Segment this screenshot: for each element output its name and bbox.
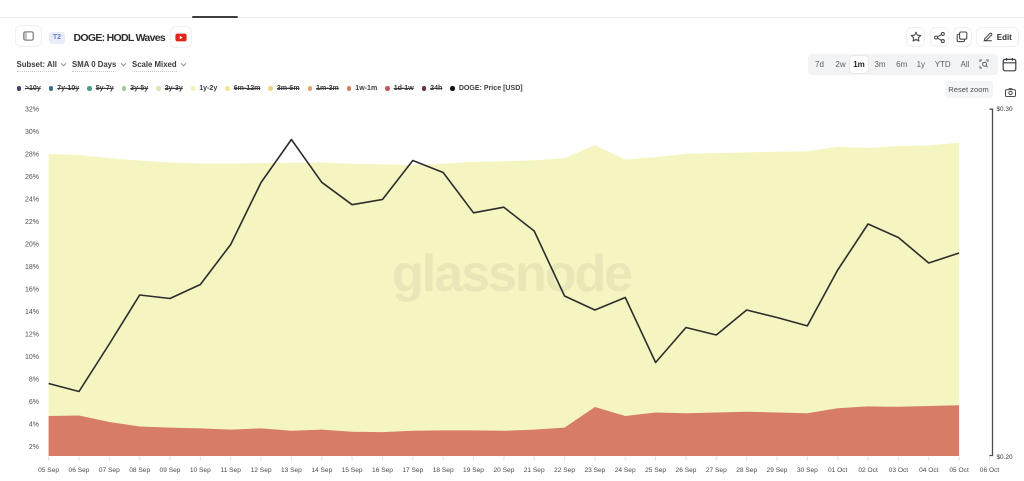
svg-text:32%: 32%: [25, 106, 39, 113]
svg-text:12%: 12%: [25, 331, 39, 338]
svg-text:14%: 14%: [25, 309, 39, 316]
svg-text:23 Sep: 23 Sep: [584, 467, 605, 474]
svg-text:16%: 16%: [25, 286, 39, 293]
svg-text:01 Oct: 01 Oct: [828, 467, 848, 474]
svg-text:07 Sep: 07 Sep: [99, 467, 120, 474]
svg-text:11 Sep: 11 Sep: [220, 467, 241, 474]
svg-text:$0.30: $0.30: [997, 106, 1013, 113]
svg-text:03 Oct: 03 Oct: [889, 467, 909, 474]
svg-text:06 Oct: 06 Oct: [980, 467, 1000, 474]
svg-text:28 Sep: 28 Sep: [736, 467, 757, 474]
svg-text:30%: 30%: [25, 129, 39, 136]
svg-text:10 Sep: 10 Sep: [190, 467, 211, 474]
svg-text:02 Oct: 02 Oct: [858, 467, 878, 474]
svg-text:26 Sep: 26 Sep: [676, 467, 697, 474]
svg-text:15 Sep: 15 Sep: [342, 467, 363, 474]
svg-text:30 Sep: 30 Sep: [797, 467, 818, 474]
svg-text:28%: 28%: [25, 151, 39, 158]
svg-text:8%: 8%: [29, 376, 39, 383]
svg-text:16 Sep: 16 Sep: [372, 467, 393, 474]
svg-text:2%: 2%: [29, 444, 39, 451]
svg-text:20 Sep: 20 Sep: [493, 467, 514, 474]
svg-text:21 Sep: 21 Sep: [524, 467, 545, 474]
svg-text:22%: 22%: [25, 219, 39, 226]
svg-text:20%: 20%: [25, 241, 39, 248]
svg-text:05 Oct: 05 Oct: [949, 467, 969, 474]
svg-text:24 Sep: 24 Sep: [615, 467, 636, 474]
svg-text:04 Oct: 04 Oct: [919, 467, 939, 474]
svg-text:09 Sep: 09 Sep: [160, 467, 181, 474]
svg-text:12 Sep: 12 Sep: [251, 467, 272, 474]
svg-text:14 Sep: 14 Sep: [311, 467, 332, 474]
svg-text:6%: 6%: [29, 399, 39, 406]
svg-text:24%: 24%: [25, 196, 39, 203]
svg-text:glassnode: glassnode: [392, 245, 632, 303]
svg-text:27 Sep: 27 Sep: [706, 467, 727, 474]
svg-text:06 Sep: 06 Sep: [69, 467, 90, 474]
svg-text:18%: 18%: [25, 264, 39, 271]
svg-text:29 Sep: 29 Sep: [767, 467, 788, 474]
svg-text:25 Sep: 25 Sep: [645, 467, 666, 474]
svg-text:4%: 4%: [29, 421, 39, 428]
svg-text:$0.20: $0.20: [997, 454, 1013, 461]
svg-text:05 Sep: 05 Sep: [38, 467, 59, 474]
svg-text:08 Sep: 08 Sep: [129, 467, 150, 474]
svg-text:13 Sep: 13 Sep: [281, 467, 302, 474]
svg-text:22 Sep: 22 Sep: [554, 467, 575, 474]
svg-text:19 Sep: 19 Sep: [463, 467, 484, 474]
svg-text:18 Sep: 18 Sep: [433, 467, 454, 474]
svg-text:10%: 10%: [25, 354, 39, 361]
svg-text:17 Sep: 17 Sep: [402, 467, 423, 474]
svg-text:26%: 26%: [25, 174, 39, 181]
